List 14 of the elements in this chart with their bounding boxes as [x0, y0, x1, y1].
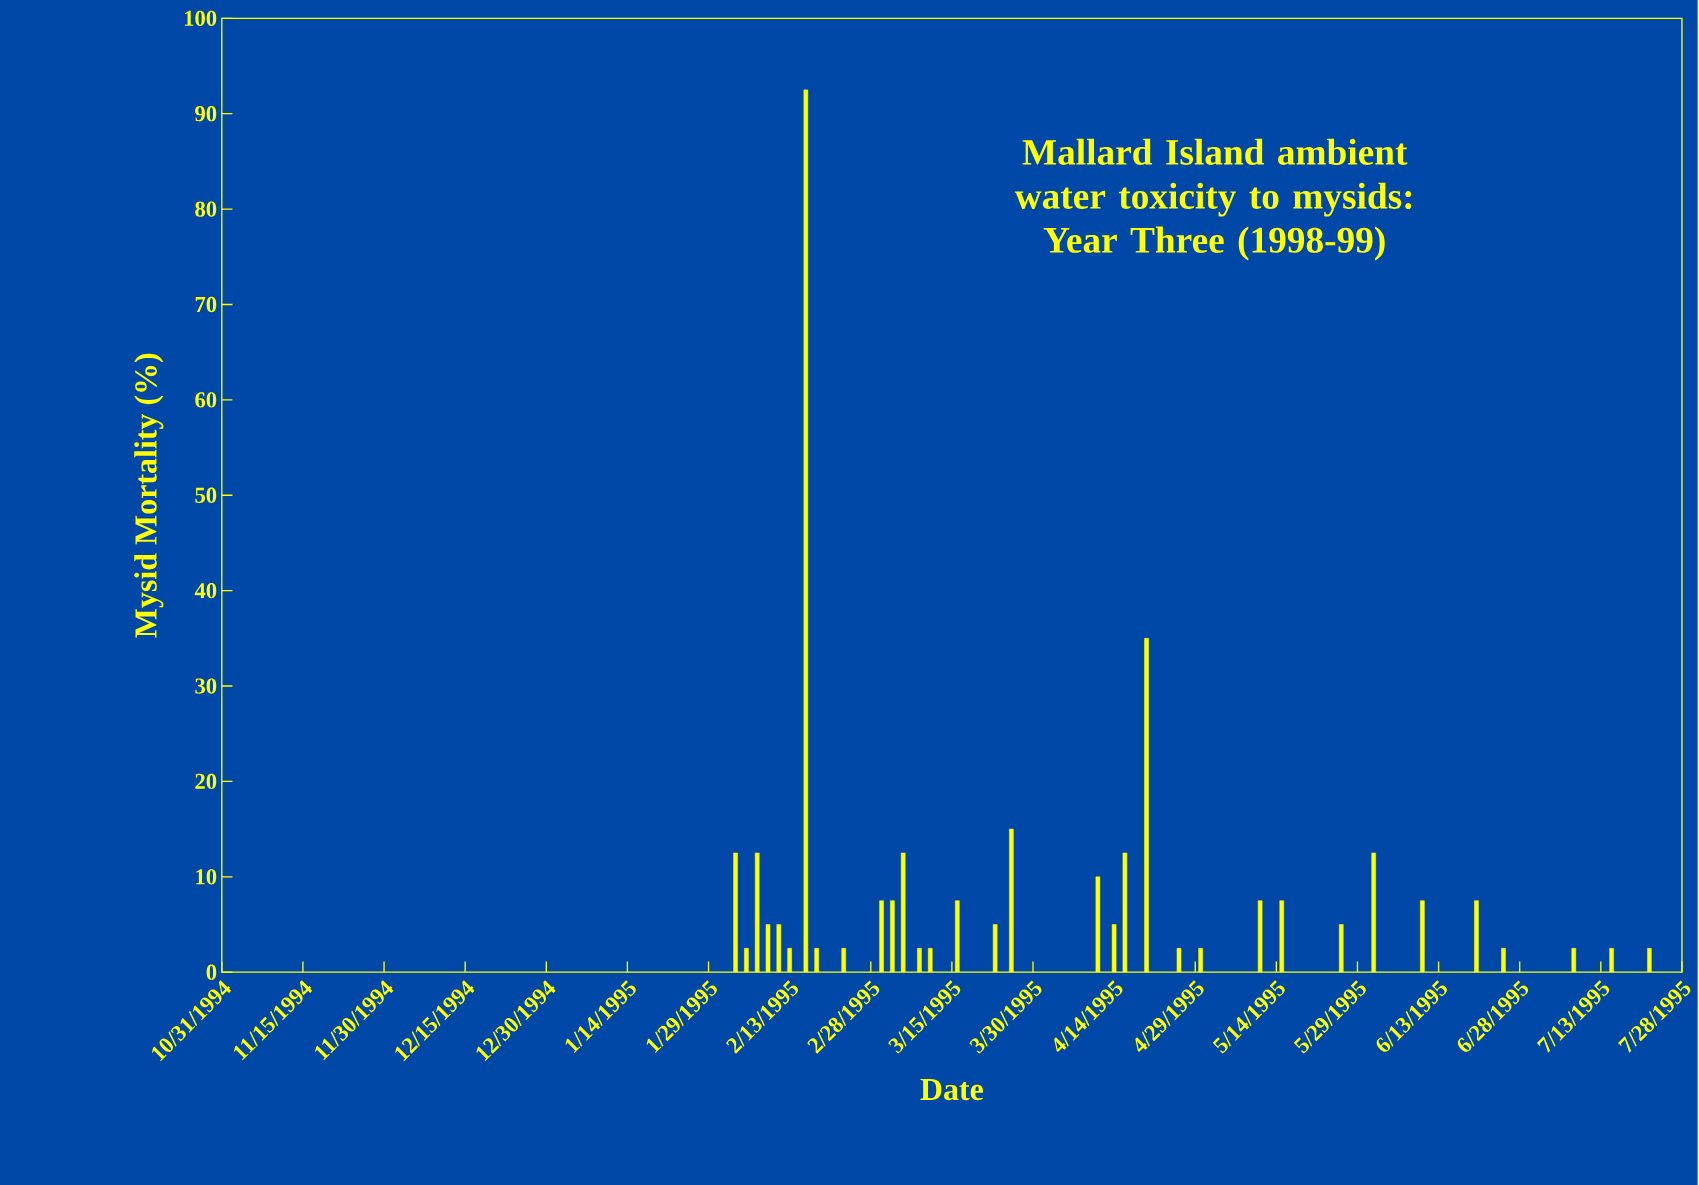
y-tick-label: 60 [195, 392, 217, 408]
y-tick-label: 90 [195, 106, 217, 122]
y-tick-label: 70 [195, 296, 217, 313]
y-tick-label: 100 [184, 10, 217, 26]
y-tick-label: 20 [195, 773, 217, 790]
y-tick-label: 0 [206, 964, 217, 980]
y-axis-title: Mysid Mortality (%) [134, 353, 164, 638]
y-tick-label: 50 [195, 487, 217, 503]
y-tick-label: 40 [194, 582, 217, 599]
y-tick-label: 30 [195, 678, 217, 694]
y-tick-label: 10 [196, 869, 217, 885]
text: Mallard Island ambient water toxicity to mysids: Year Three (1998-99) [1014, 138, 1412, 261]
y-tick-label: 80 [195, 201, 217, 217]
x-axis-title: Date [920, 1078, 983, 1101]
